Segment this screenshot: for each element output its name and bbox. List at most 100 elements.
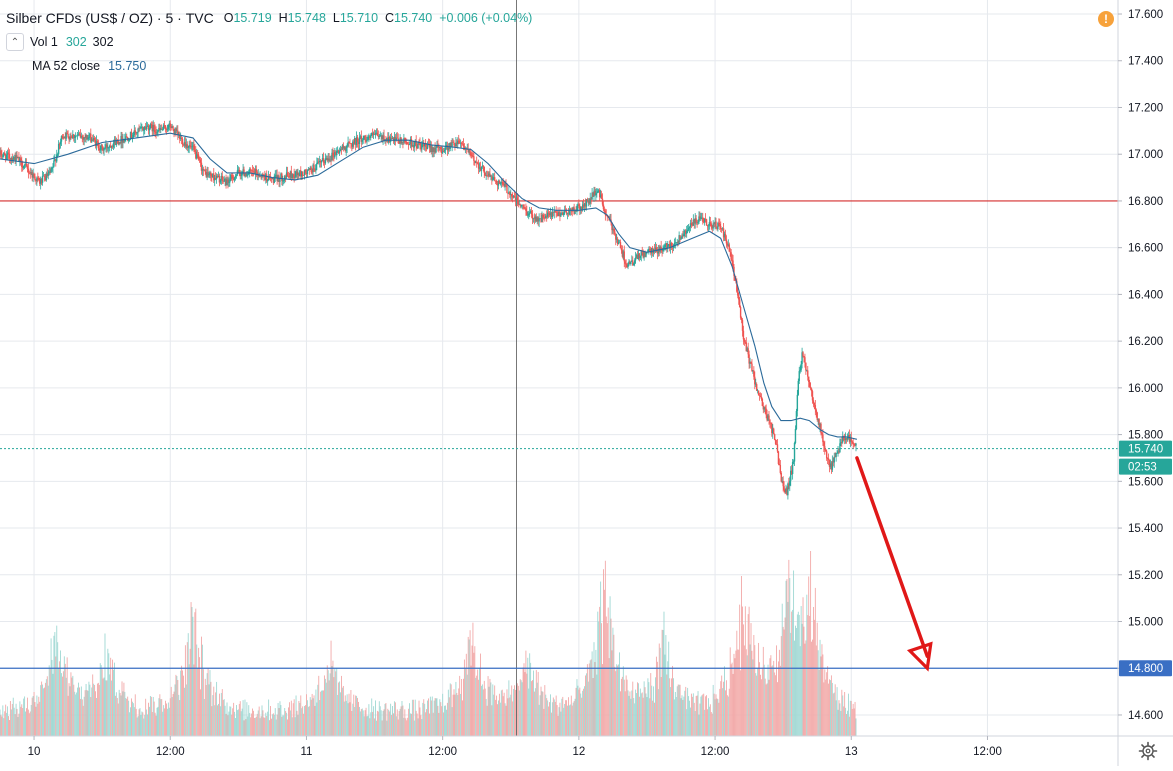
price-tick-label: 15.600 (1128, 476, 1163, 488)
candle-body (773, 429, 774, 435)
interval-label[interactable]: 5 (165, 10, 173, 26)
volume-bar (751, 623, 752, 736)
volume-bar (701, 695, 702, 736)
volume-bar (99, 685, 100, 736)
price-tick-label: 15.200 (1128, 570, 1163, 582)
volume-bar (297, 711, 298, 736)
candle-body (706, 219, 707, 225)
volume-bar (545, 695, 546, 736)
candle-body (194, 150, 195, 152)
volume-bar (607, 623, 608, 736)
volume-bar (119, 690, 120, 736)
candle-body (789, 481, 790, 486)
volume-bar (517, 683, 518, 736)
volume-bar (617, 666, 618, 736)
volume-bar (594, 662, 595, 736)
volume-bar (311, 700, 312, 736)
volume-bar (271, 719, 272, 736)
volume-bar (455, 695, 456, 736)
candle-body (528, 214, 529, 216)
candle-body (715, 222, 716, 227)
candle-body (761, 397, 762, 399)
volume-bar (613, 635, 614, 736)
volume-bar (761, 679, 762, 736)
candle-body (375, 133, 376, 135)
candle-body (2, 155, 3, 156)
candle-body (133, 135, 134, 137)
volume-bar (578, 690, 579, 736)
ma-label[interactable]: MA 52 close (32, 59, 100, 73)
candle-body (506, 185, 507, 193)
volume-bar (210, 670, 211, 736)
candle-body (793, 461, 794, 462)
volume-bar (520, 679, 521, 736)
volume-bar (667, 661, 668, 736)
volume-bar (340, 692, 341, 736)
volume-bar (399, 711, 400, 736)
ma-value: 15.750 (108, 59, 146, 73)
volume-bar (713, 685, 714, 736)
volume-bar (711, 712, 712, 736)
volume-bar (767, 683, 768, 736)
chevron-up-icon[interactable]: ⌃ (6, 33, 24, 51)
volume-bar (748, 614, 749, 736)
candle-body (24, 165, 25, 166)
volume-bar (509, 697, 510, 736)
volume-bar (187, 642, 188, 736)
volume-bar (710, 704, 711, 736)
volume-bar (702, 695, 703, 736)
volume-bar (346, 701, 347, 736)
candle-body (52, 167, 53, 168)
volume-bar (169, 708, 170, 736)
candle-body (502, 182, 503, 185)
candle-body (453, 143, 454, 146)
volume-bar (333, 677, 334, 736)
volume-bar (227, 702, 228, 736)
volume-bar (116, 692, 117, 736)
volume-bar (785, 618, 786, 736)
candle-body (157, 130, 158, 132)
volume-bar (741, 576, 742, 736)
candle-body (310, 167, 311, 172)
volume-bar (82, 699, 83, 736)
price-tick-label: 17.200 (1128, 102, 1163, 114)
volume-bar (843, 706, 844, 736)
volume-bar (845, 708, 846, 736)
candle-body (739, 299, 740, 307)
volume-bar (309, 706, 310, 736)
volume-bar (292, 717, 293, 736)
volume-bar (800, 646, 801, 736)
candle-body (835, 453, 836, 457)
candle-body (451, 142, 452, 146)
volume-bar (26, 708, 27, 736)
support-price-tag-text: 14.800 (1128, 663, 1163, 675)
volume-bar (15, 714, 16, 736)
volume-bar (218, 704, 219, 736)
volume-bar (563, 708, 564, 736)
volume-bar (166, 704, 167, 736)
warning-icon[interactable]: ! (1098, 11, 1114, 27)
volume-bar (406, 720, 407, 736)
volume-bar (121, 695, 122, 736)
volume-bar (413, 700, 414, 736)
volume-bar (673, 678, 674, 736)
volume-bar (411, 714, 412, 736)
volume-bar (387, 709, 388, 736)
volume-bar (123, 691, 124, 736)
volume-bar (207, 673, 208, 736)
volume-bar (229, 706, 230, 736)
volume-bar (65, 664, 66, 736)
volume-bar (535, 688, 536, 736)
volume-label[interactable]: Vol 1 (30, 35, 58, 49)
candle-body (302, 171, 303, 174)
candle-body (241, 173, 242, 175)
volume-bar (658, 689, 659, 736)
gear-icon[interactable] (1138, 741, 1158, 761)
volume-bar (390, 704, 391, 736)
candle-body (188, 147, 189, 148)
volume-bar (561, 699, 562, 736)
volume-bar (740, 670, 741, 736)
symbol-title[interactable]: Silber CFDs (US$ / OZ) (6, 10, 153, 26)
